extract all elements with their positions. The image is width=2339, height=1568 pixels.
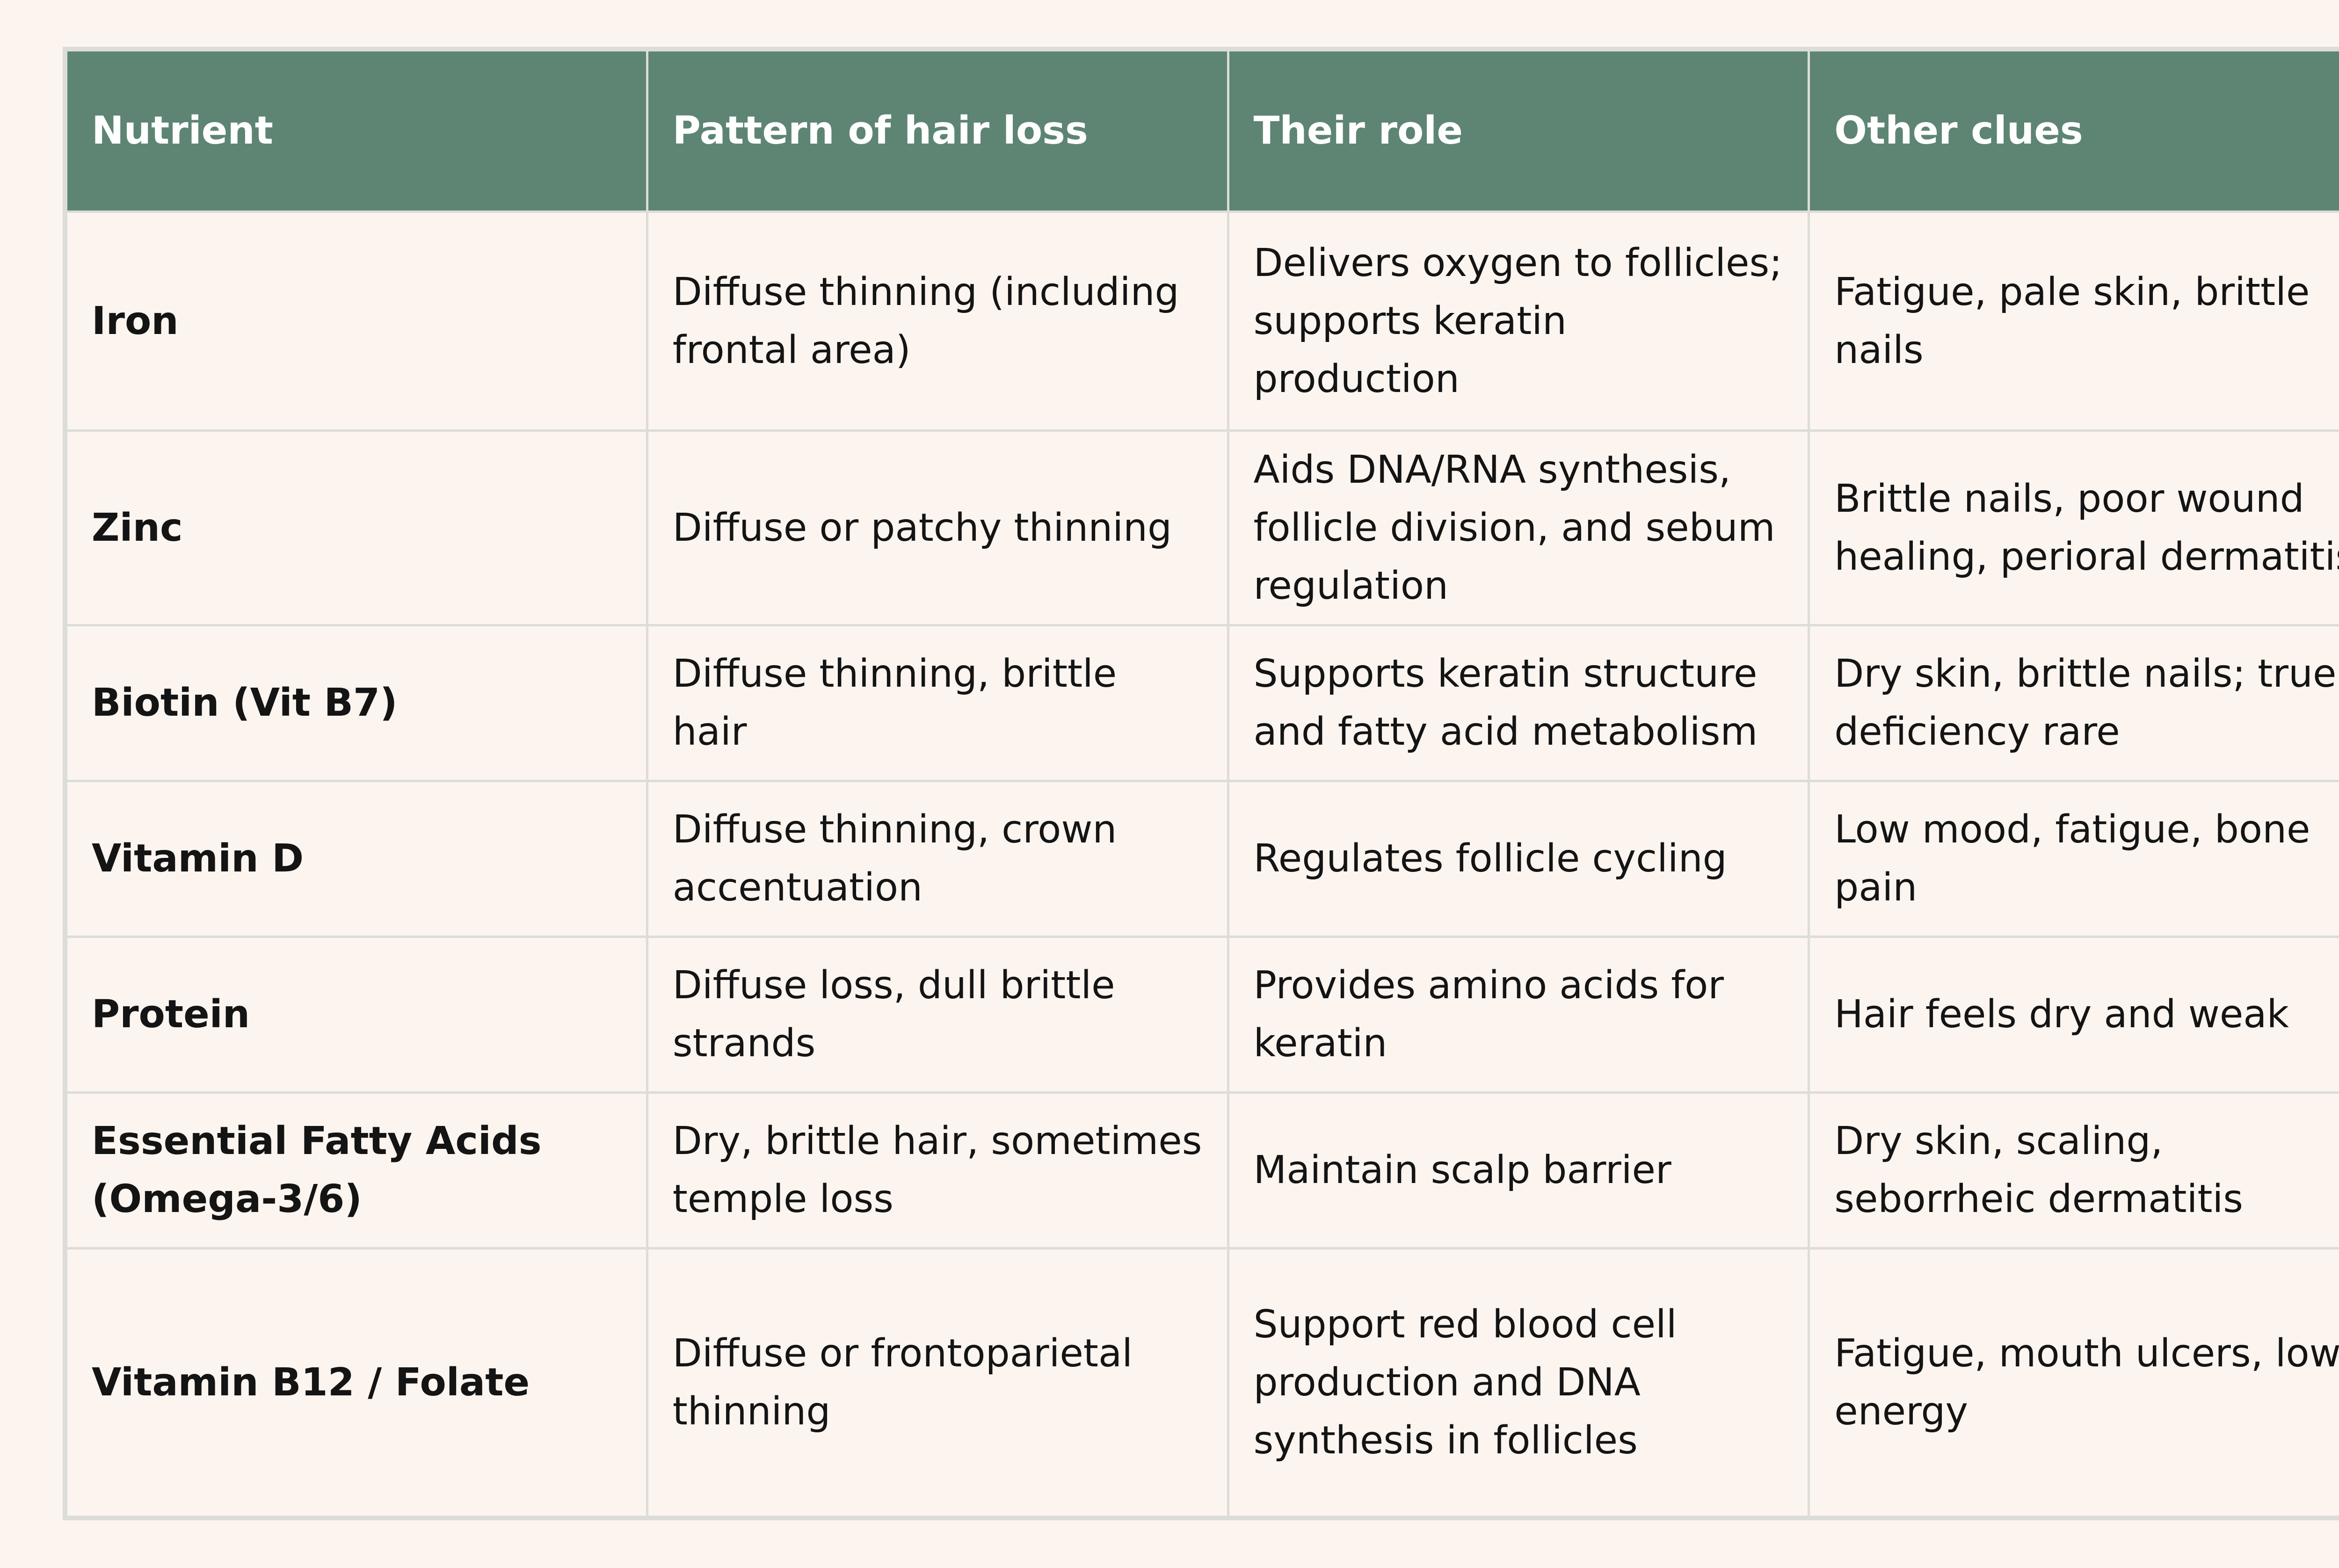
- nutrient-cell: Zinc: [65, 429, 648, 626]
- table-row: Protein Diffuse loss, dull brittle stran…: [65, 936, 2339, 1094]
- header-nutrient: Nutrient: [65, 49, 648, 213]
- role-cell: Support red blood cell production and DN…: [1227, 1247, 1810, 1518]
- role-cell: Regulates follicle cycling: [1227, 780, 1810, 938]
- table-row: Vitamin B12 / Folate Diffuse or frontopa…: [65, 1247, 2339, 1518]
- pattern-cell: Diffuse or frontoparietal thinning: [646, 1247, 1229, 1518]
- table-row: Biotin (Vit B7) Diffuse thinning, brittl…: [65, 624, 2339, 782]
- table-row: Zinc Diffuse or patchy thinning Aids DNA…: [65, 429, 2339, 626]
- clues-cell: Dry skin, brittle nails; true deficiency…: [1808, 624, 2339, 782]
- header-row: Nutrient Pattern of hair loss Their role…: [65, 49, 2339, 213]
- clues-cell: Fatigue, pale skin, brittle nails: [1808, 211, 2339, 432]
- nutrient-table: Nutrient Pattern of hair loss Their role…: [63, 47, 2339, 1520]
- role-cell: Delivers oxygen to follicles; supports k…: [1227, 211, 1810, 432]
- role-cell: Maintain scalp barrier: [1227, 1091, 1810, 1249]
- pattern-cell: Dry, brittle hair, sometimes temple loss: [646, 1091, 1229, 1249]
- table-header: Nutrient Pattern of hair loss Their role…: [65, 49, 2339, 213]
- clues-cell: Hair feels dry and weak: [1808, 936, 2339, 1094]
- pattern-cell: Diffuse thinning (including frontal area…: [646, 211, 1229, 432]
- clues-cell: Brittle nails, poor wound healing, perio…: [1808, 429, 2339, 626]
- pattern-cell: Diffuse loss, dull brittle strands: [646, 936, 1229, 1094]
- nutrient-cell: Vitamin B12 / Folate: [65, 1247, 648, 1518]
- nutrient-hair-loss-table: Nutrient Pattern of hair loss Their role…: [65, 49, 2339, 1518]
- table-row: Essential Fatty Acids (Omega-3/6) Dry, b…: [65, 1091, 2339, 1249]
- nutrient-cell: Biotin (Vit B7): [65, 624, 648, 782]
- header-other-clues: Other clues: [1808, 49, 2339, 213]
- pattern-cell: Diffuse thinning, crown accentuation: [646, 780, 1229, 938]
- pattern-cell: Diffuse or patchy thinning: [646, 429, 1229, 626]
- role-cell: Aids DNA/RNA synthesis, follicle divisio…: [1227, 429, 1810, 626]
- nutrient-cell: Vitamin D: [65, 780, 648, 938]
- role-cell: Provides amino acids for keratin: [1227, 936, 1810, 1094]
- table-row: Iron Diffuse thinning (including frontal…: [65, 211, 2339, 432]
- table-row: Vitamin D Diffuse thinning, crown accent…: [65, 780, 2339, 938]
- clues-cell: Low mood, fatigue, bone pain: [1808, 780, 2339, 938]
- role-cell: Supports keratin structure and fatty aci…: [1227, 624, 1810, 782]
- clues-cell: Fatigue, mouth ulcers, low energy: [1808, 1247, 2339, 1518]
- nutrient-cell: Iron: [65, 211, 648, 432]
- header-pattern-of-hair-loss: Pattern of hair loss: [646, 49, 1229, 213]
- nutrient-cell: Essential Fatty Acids (Omega-3/6): [65, 1091, 648, 1249]
- table-body: Iron Diffuse thinning (including frontal…: [65, 211, 2339, 1518]
- nutrient-cell: Protein: [65, 936, 648, 1094]
- header-their-role: Their role: [1227, 49, 1810, 213]
- clues-cell: Dry skin, scaling, seborrheic dermatitis: [1808, 1091, 2339, 1249]
- pattern-cell: Diffuse thinning, brittle hair: [646, 624, 1229, 782]
